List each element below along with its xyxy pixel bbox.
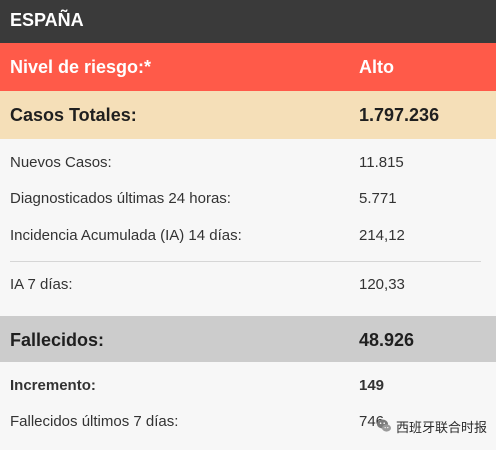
deaths-7d-label: Fallecidos últimos 7 días: xyxy=(10,413,179,430)
cases-details-panel xyxy=(0,139,496,316)
diagnosed-24h-row: Diagnosticados últimas 24 horas: 5.771 xyxy=(0,190,496,210)
risk-level-value: Alto xyxy=(359,57,394,77)
increment-label: Incremento: xyxy=(10,377,96,394)
incidence-14d-label: Incidencia Acumulada (IA) 14 días: xyxy=(10,227,242,244)
deaths-label: Fallecidos: xyxy=(10,330,105,350)
diagnosed-24h-value: 5.771 xyxy=(359,190,397,207)
ia-7d-row: IA 7 días: 120,33 xyxy=(0,276,496,296)
watermark: 西班牙联合时报 xyxy=(376,412,488,440)
increment-row: Incremento: 149 xyxy=(0,377,496,397)
risk-level-label: Nivel de riesgo:* xyxy=(10,57,152,77)
new-cases-value: 11.815 xyxy=(359,154,404,171)
incidence-14d-value: 214,12 xyxy=(359,227,405,244)
region-title: ESPAÑA xyxy=(10,10,84,30)
wechat-icon xyxy=(376,418,392,434)
incidence-14d-row: Incidencia Acumulada (IA) 14 días: 214,1… xyxy=(0,227,496,247)
ia-7d-label: IA 7 días: xyxy=(10,276,73,293)
diagnosed-24h-label: Diagnosticados últimas 24 horas: xyxy=(10,190,231,207)
watermark-text: 西班牙联合时报 xyxy=(396,420,488,436)
total-cases-row: Casos Totales: 1.797.236 xyxy=(0,91,496,139)
new-cases-label: Nuevos Casos: xyxy=(10,154,112,171)
total-cases-value: 1.797.236 xyxy=(359,105,440,125)
deaths-row: Fallecidos: 48.926 xyxy=(0,316,496,362)
deaths-details-panel xyxy=(0,362,496,450)
region-header: ESPAÑA xyxy=(0,0,496,43)
new-cases-row: Nuevos Casos: 11.815 xyxy=(0,154,496,174)
ia-7d-value: 120,33 xyxy=(359,276,405,293)
deaths-value: 48.926 xyxy=(359,330,415,350)
section-divider xyxy=(10,261,481,262)
increment-value: 149 xyxy=(359,377,385,394)
total-cases-label: Casos Totales: xyxy=(10,105,137,125)
risk-level-row: Nivel de riesgo:* Alto xyxy=(0,43,496,91)
